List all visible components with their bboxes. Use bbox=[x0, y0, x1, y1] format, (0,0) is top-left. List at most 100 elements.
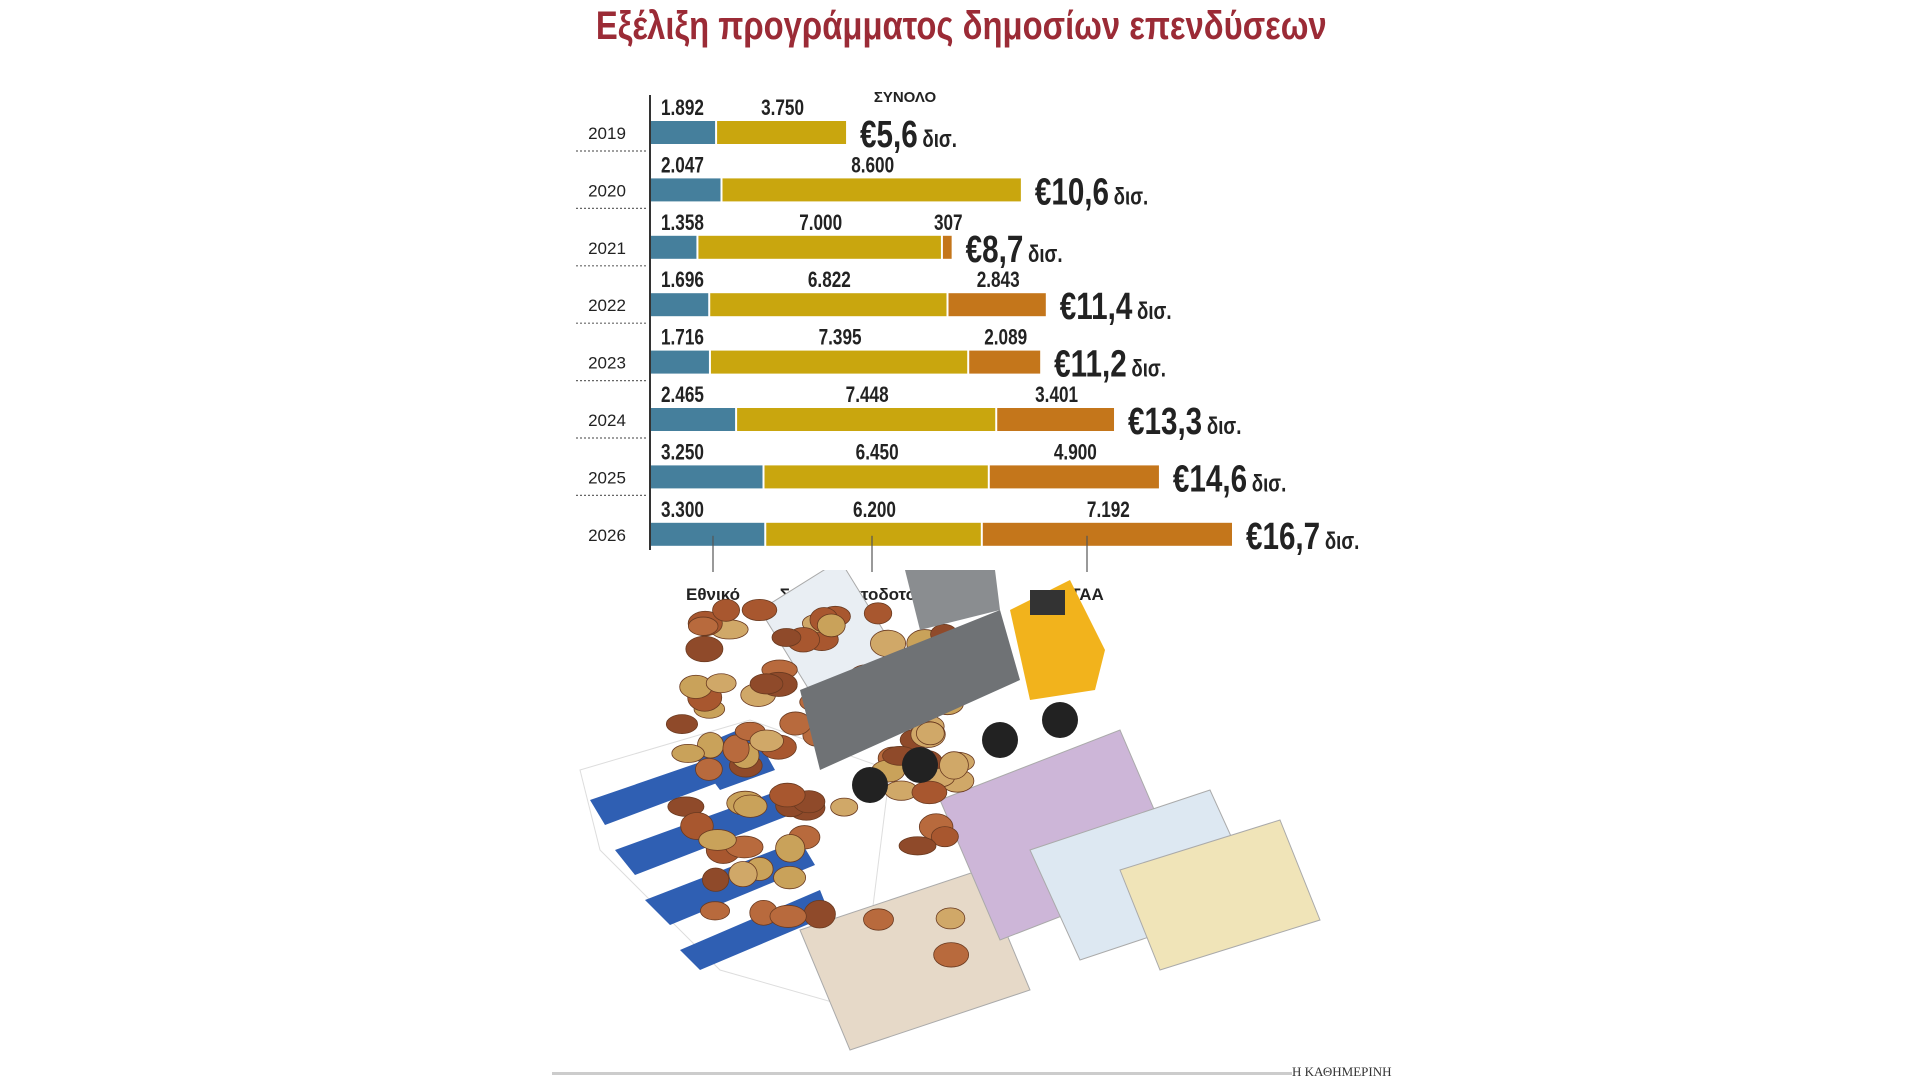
total-label: €5,6 δισ. bbox=[860, 114, 957, 156]
total-label: €8,7 δισ. bbox=[966, 228, 1063, 270]
value-label: 307 bbox=[934, 211, 963, 236]
value-label: 2.089 bbox=[984, 326, 1027, 351]
value-label: 2.843 bbox=[977, 268, 1020, 293]
total-value: €11,4 bbox=[1060, 286, 1133, 328]
coin bbox=[898, 836, 937, 856]
year-label: 2026 bbox=[588, 526, 626, 545]
total-label: €10,6 δισ. bbox=[1035, 171, 1148, 213]
year-label: 2022 bbox=[588, 296, 626, 315]
total-unit: δισ. bbox=[1137, 298, 1172, 325]
bar-ethniko bbox=[651, 408, 736, 431]
value-label: 3.250 bbox=[661, 440, 704, 465]
coin bbox=[863, 602, 893, 625]
total-label: €11,2 δισ. bbox=[1054, 343, 1166, 385]
coin bbox=[816, 613, 846, 638]
total-unit: δισ. bbox=[1114, 183, 1149, 210]
total-value: €11,2 bbox=[1054, 343, 1127, 385]
euro-banknotes bbox=[759, 570, 1321, 1051]
coin bbox=[933, 942, 970, 968]
bar-sygxrimatodotoumeno bbox=[710, 293, 947, 317]
value-label: 3.300 bbox=[661, 498, 704, 523]
value-label: 8.600 bbox=[851, 153, 894, 178]
bar-taa bbox=[942, 235, 952, 259]
value-label: 3.401 bbox=[1035, 383, 1078, 408]
value-label: 2.465 bbox=[661, 383, 704, 408]
chart-title: Εξέλιξη προγράμματος δημοσίων επενδύσεων bbox=[595, 4, 1327, 48]
coin bbox=[830, 797, 859, 817]
coin bbox=[698, 829, 737, 851]
total-label: €11,4 δισ. bbox=[1060, 286, 1172, 328]
coin bbox=[771, 628, 802, 647]
total-value: €8,7 bbox=[966, 228, 1024, 270]
bar-sygxrimatodotoumeno bbox=[698, 235, 941, 259]
bar-ethniko bbox=[651, 350, 709, 374]
value-label: 1.716 bbox=[661, 326, 704, 351]
bar-sygxrimatodotoumeno bbox=[722, 178, 1021, 202]
bar-taa bbox=[969, 350, 1041, 374]
publisher-logo: Η ΚΑΘΗΜΕΡΙΝΗ bbox=[1292, 1064, 1392, 1079]
coin bbox=[700, 901, 731, 921]
coin bbox=[863, 908, 894, 931]
bar-ethniko bbox=[651, 522, 765, 546]
coin bbox=[671, 743, 705, 763]
value-label: 7.395 bbox=[819, 326, 862, 351]
coin bbox=[665, 714, 699, 734]
coin bbox=[702, 867, 730, 892]
value-label: 7.000 bbox=[799, 211, 842, 236]
bar-taa bbox=[982, 522, 1232, 546]
bar-sygxrimatodotoumeno bbox=[737, 408, 996, 431]
coin bbox=[775, 834, 806, 863]
bar-ethniko bbox=[651, 121, 716, 144]
coin bbox=[685, 635, 724, 663]
total-value: €14,6 bbox=[1173, 458, 1247, 500]
value-label: 1.892 bbox=[661, 96, 704, 121]
bar-ethniko bbox=[651, 235, 697, 259]
coin bbox=[803, 899, 836, 929]
coin bbox=[773, 865, 807, 890]
value-label: 7.448 bbox=[846, 383, 889, 408]
total-unit: δισ. bbox=[1252, 470, 1287, 497]
year-label: 2020 bbox=[588, 181, 626, 200]
bar-sygxrimatodotoumeno bbox=[766, 522, 981, 546]
total-value: €5,6 bbox=[860, 114, 918, 156]
total-unit: δισ. bbox=[1325, 528, 1360, 555]
coin bbox=[687, 616, 719, 636]
coin bbox=[695, 757, 723, 781]
coin bbox=[769, 904, 807, 928]
coin bbox=[749, 729, 784, 753]
total-unit: δισ. bbox=[1028, 241, 1063, 268]
coin bbox=[728, 861, 758, 888]
footer-divider bbox=[552, 1072, 1292, 1075]
totals-header: ΣΥΝΟΛΟ bbox=[874, 89, 937, 106]
total-value: €13,3 bbox=[1128, 401, 1202, 443]
value-label: 4.900 bbox=[1054, 440, 1097, 465]
year-label: 2021 bbox=[588, 239, 626, 258]
year-label: 2023 bbox=[588, 354, 626, 373]
year-label: 2019 bbox=[588, 124, 626, 143]
coin bbox=[769, 782, 806, 808]
value-label: 7.192 bbox=[1087, 498, 1130, 523]
total-label: €14,6 δισ. bbox=[1173, 458, 1286, 500]
coin bbox=[749, 673, 784, 695]
coin bbox=[733, 794, 768, 818]
coin bbox=[935, 907, 966, 930]
value-label: 1.358 bbox=[661, 211, 704, 236]
total-value: €16,7 bbox=[1246, 515, 1320, 557]
value-label: 1.696 bbox=[661, 268, 704, 293]
illustration-truck-coins-greek-flag bbox=[579, 570, 1321, 1051]
bar-ethniko bbox=[651, 465, 763, 489]
total-label: €16,7 δισ. bbox=[1246, 515, 1359, 557]
coin bbox=[712, 598, 741, 622]
year-label: 2024 bbox=[588, 411, 626, 430]
total-label: €13,3 δισ. bbox=[1128, 401, 1241, 443]
value-label: 2.047 bbox=[661, 153, 704, 178]
total-unit: δισ. bbox=[922, 126, 957, 153]
total-value: €10,6 bbox=[1035, 171, 1109, 213]
coin bbox=[915, 721, 945, 746]
toy-dump-truck bbox=[800, 570, 1105, 803]
year-label: 2025 bbox=[588, 468, 626, 487]
value-label: 3.750 bbox=[761, 96, 804, 121]
bar-sygxrimatodotoumeno bbox=[764, 465, 988, 489]
value-label: 6.450 bbox=[856, 440, 899, 465]
